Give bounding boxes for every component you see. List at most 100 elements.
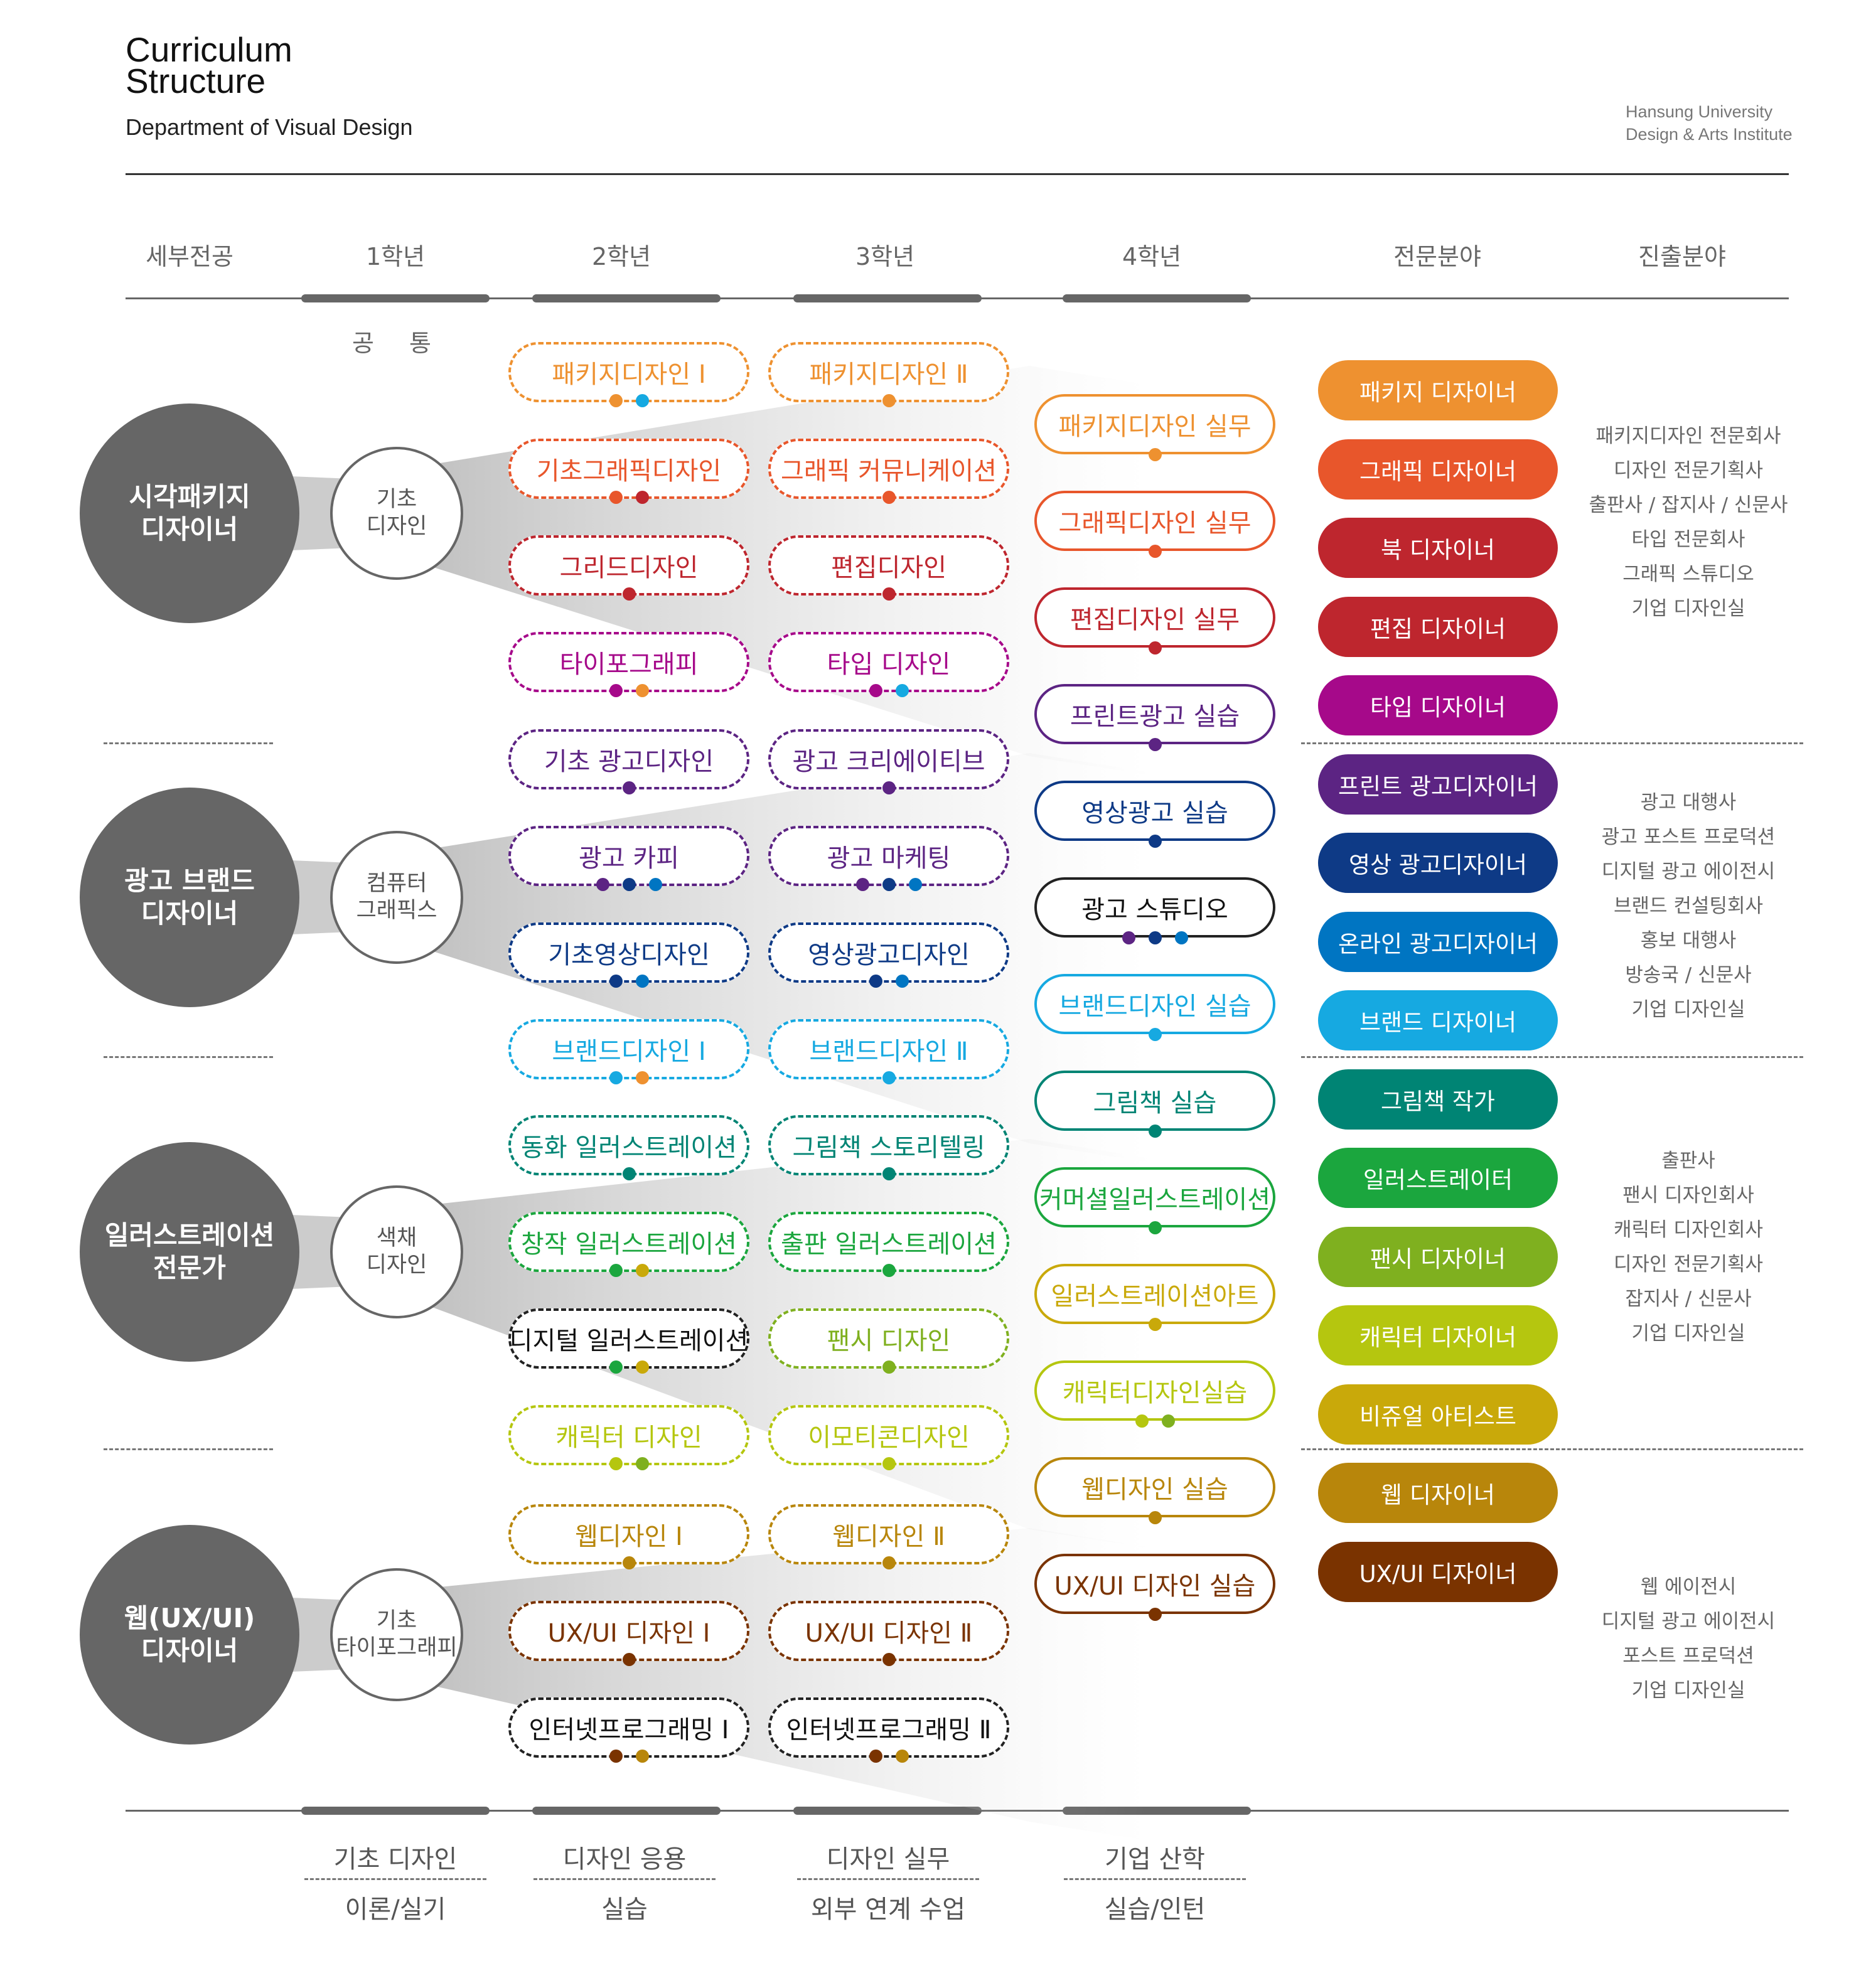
title-line-2: Structure [126, 61, 266, 100]
major-circle: 일러스트레이션 전문가 [80, 1142, 299, 1362]
job-pill: 웹 디자이너 [1318, 1463, 1558, 1523]
job-pill: 편집 디자이너 [1318, 596, 1558, 657]
course-year3-dot [882, 1263, 896, 1277]
major-circle: 웹(UX/UI) 디자이너 [80, 1525, 299, 1745]
course-year2-dot [609, 1456, 623, 1470]
column-header: 3학년 [855, 243, 915, 270]
career-item: 기업 디자인실 [1631, 597, 1745, 620]
course-year2: 기초그래픽디자인 [508, 439, 749, 499]
course-year4: 웹디자인 실습 [1034, 1457, 1275, 1517]
header-divider [126, 173, 1789, 175]
job-pill: 그래픽 디자이너 [1318, 439, 1558, 500]
job-pill: 타입 디자이너 [1318, 675, 1558, 735]
title-line-1: Curriculum [126, 30, 292, 69]
course-year2: 창작 일러스트레이션 [508, 1212, 749, 1272]
course-year4-dot [1148, 1607, 1162, 1621]
institution-line-2: Design & Arts Institute [1626, 125, 1793, 144]
column-header: 4학년 [1122, 243, 1182, 270]
footer-separator [533, 1878, 716, 1880]
course-year2: 기초영상디자인 [508, 922, 749, 983]
career-list: 패키지디자인 전문회사 디자인 전문기획사 출판사 / 잡지사 / 신문사 타입 전문… [1557, 419, 1820, 626]
footer-method-label: 이론/실기 [345, 1895, 446, 1924]
page-title: Curriculum Structure [126, 30, 292, 100]
career-list: 웹 에이전시 디지털 광고 에이전시 포스트 프로덕션 기업 디자인실 [1557, 1570, 1820, 1708]
column-header: 진출분야 [1638, 243, 1726, 270]
career-item: 웹 에이전시 [1640, 1576, 1737, 1598]
course-year3-dot [895, 683, 909, 697]
column-header: 1학년 [365, 243, 426, 270]
course-year3-dot [882, 1456, 896, 1470]
job-pill: 일러스트레이터 [1318, 1148, 1558, 1208]
course-year4: 편집디자인 실무 [1034, 587, 1275, 648]
course-year2-dot [635, 393, 649, 407]
course-year4: 일러스트레이션아트 [1034, 1264, 1275, 1324]
course-year4: 브랜드디자인 실습 [1034, 974, 1275, 1034]
year-bar [532, 1807, 721, 1815]
course-year3-dot [882, 1652, 896, 1666]
course-year2-dot [635, 490, 649, 504]
career-item: 팬시 디자인회사 [1622, 1184, 1754, 1207]
course-year2: 웹디자인 Ⅰ [508, 1504, 749, 1564]
course-year2: UX/UI 디자인 Ⅰ [508, 1601, 749, 1661]
column-header: 전문분야 [1393, 243, 1481, 270]
footer-stage-label: 기업 산학 [1105, 1845, 1205, 1874]
course-year3: 인터넷프로그래밍 Ⅱ [768, 1697, 1009, 1758]
course-year2-dot [635, 1749, 649, 1763]
course-year3-dot [908, 877, 922, 891]
course-year4: 캐릭터디자인실습 [1034, 1360, 1275, 1421]
footer-method-label: 실습/인턴 [1104, 1895, 1206, 1924]
job-pill: 그림책 작가 [1318, 1069, 1558, 1130]
course-year2-dot [622, 877, 636, 891]
course-year2-dot [635, 974, 649, 988]
course-year3: 출판 일러스트레이션 [768, 1212, 1009, 1272]
job-pill: 브랜드 디자이너 [1318, 990, 1558, 1050]
job-pill: 팬시 디자이너 [1318, 1226, 1558, 1287]
track-separator-right [1301, 1448, 1803, 1450]
course-year3-dot [882, 587, 896, 601]
course-year2-dot [609, 393, 623, 407]
career-list: 광고 대행사 광고 포스트 프로덕션 디지털 광고 에이전시 브랜드 컨설팅회사 홍보 … [1557, 786, 1820, 1027]
course-year2-dot [635, 1263, 649, 1277]
job-pill: UX/UI 디자이너 [1318, 1541, 1558, 1602]
column-header: 세부전공 [146, 243, 233, 270]
course-year3-dot [855, 877, 869, 891]
track-separator-right [1301, 1056, 1803, 1058]
footer-separator [797, 1878, 979, 1880]
course-year2-dot [609, 1263, 623, 1277]
career-item: 디지털 광고 에이전시 [1601, 860, 1776, 883]
course-year3-dot [895, 1749, 909, 1763]
course-year4: 프린트광고 실습 [1034, 684, 1275, 744]
career-item: 브랜드 컨설팅회사 [1613, 895, 1763, 917]
footer-stage-label: 디자인 실무 [826, 1845, 950, 1874]
course-year2-dot [609, 490, 623, 504]
course-year3-dot [882, 393, 896, 407]
course-year3-dot [869, 683, 882, 697]
course-year3-dot [882, 781, 896, 794]
footer-stage-label: 기초 디자인 [333, 1845, 458, 1874]
career-item: 광고 대행사 [1640, 791, 1737, 814]
institution: Hansung University Design & Arts Institu… [1626, 100, 1793, 146]
career-item: 홍보 대행사 [1640, 929, 1737, 952]
job-pill: 캐릭터 디자이너 [1318, 1305, 1558, 1365]
course-year3: 이모티콘디자인 [768, 1405, 1009, 1465]
base-course-circle: 컴퓨터 그래픽스 [330, 831, 463, 964]
course-year2-dot [648, 877, 662, 891]
course-year2: 타이포그래피 [508, 632, 749, 692]
course-year4-dot [1148, 1221, 1162, 1234]
course-year2-dot [609, 1360, 623, 1374]
job-pill: 영상 광고디자이너 [1318, 833, 1558, 893]
course-year2-dot [635, 1071, 649, 1084]
course-year2: 기초 광고디자인 [508, 729, 749, 789]
career-item: 디지털 광고 에이전시 [1601, 1610, 1776, 1633]
career-item: 디자인 전문기획사 [1613, 459, 1763, 482]
course-year3-dot [882, 1556, 896, 1569]
career-item: 타입 전문회사 [1631, 528, 1745, 551]
course-year2-dot [635, 1360, 649, 1374]
track-separator-left [104, 1448, 273, 1450]
course-year2-dot [622, 781, 636, 794]
course-year4: 패키지디자인 실무 [1034, 394, 1275, 454]
course-year2: 광고 카피 [508, 826, 749, 886]
course-year3: 편집디자인 [768, 535, 1009, 596]
course-year4: 그래픽디자인 실무 [1034, 491, 1275, 551]
base-course-circle: 기초 디자인 [330, 447, 463, 580]
